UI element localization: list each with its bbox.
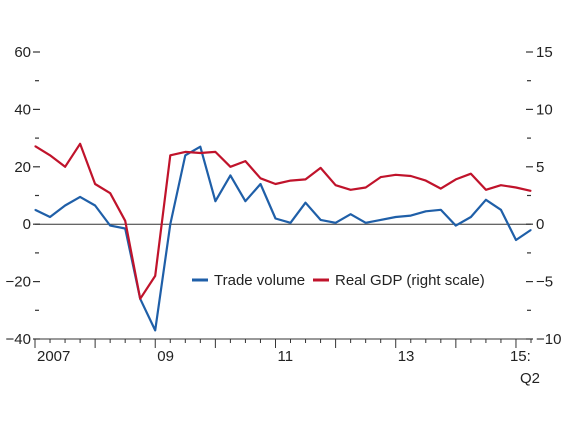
- data-point-trade-volume: [335, 222, 337, 224]
- data-point-real-gdp-right-scale: [515, 186, 517, 189]
- left-tick-label: 0: [23, 216, 31, 233]
- data-point-real-gdp-right-scale: [350, 189, 352, 191]
- data-point-trade-volume: [154, 329, 156, 331]
- data-point-real-gdp-right-scale: [154, 275, 156, 277]
- data-point-trade-volume: [199, 146, 201, 148]
- data-point-trade-volume: [34, 209, 36, 211]
- data-point-trade-volume: [440, 209, 442, 211]
- data-point-real-gdp-right-scale: [380, 176, 382, 178]
- x-tick-label: 11: [277, 348, 293, 365]
- legend-label-trade-volume: Trade volume: [214, 272, 305, 289]
- right-tick-label: 15: [536, 44, 553, 61]
- right-axis: −10 −5 0 5 10 15: [526, 44, 561, 348]
- data-point-real-gdp-right-scale: [124, 220, 126, 222]
- right-tick-label: 0: [536, 216, 544, 233]
- x-tick-label: 15:: [510, 348, 531, 365]
- data-point-trade-volume: [500, 209, 502, 211]
- data-point-real-gdp-right-scale: [64, 166, 66, 168]
- legend: Trade volume Real GDP (right scale): [192, 272, 485, 289]
- data-point-real-gdp-right-scale: [94, 183, 96, 185]
- data-point-trade-volume: [350, 213, 352, 215]
- data-point-trade-volume: [455, 225, 457, 227]
- data-point-real-gdp-right-scale: [500, 184, 502, 186]
- left-tick-label: 40: [14, 101, 31, 118]
- data-point-trade-volume: [304, 202, 307, 204]
- data-point-trade-volume: [425, 210, 427, 212]
- data-point-trade-volume: [289, 222, 292, 224]
- data-point-real-gdp-right-scale: [139, 298, 141, 300]
- right-tick-label: 5: [536, 159, 544, 176]
- data-point-real-gdp-right-scale: [169, 154, 171, 156]
- x-axis: 2007 09 11 13 15: Q2: [34, 339, 540, 387]
- data-point-trade-volume: [229, 174, 231, 176]
- data-point-real-gdp-right-scale: [440, 188, 442, 190]
- right-tick-label: −5: [536, 274, 553, 291]
- data-point-real-gdp-right-scale: [79, 143, 81, 145]
- data-point-trade-volume: [49, 216, 51, 218]
- data-point-real-gdp-right-scale: [244, 160, 246, 162]
- data-point-real-gdp-right-scale: [530, 190, 532, 192]
- data-point-trade-volume: [184, 154, 186, 156]
- data-point-trade-volume: [79, 196, 81, 198]
- data-point-trade-volume: [410, 215, 412, 217]
- data-point-real-gdp-right-scale: [109, 192, 111, 194]
- right-tick-label: −10: [536, 331, 561, 348]
- data-point-trade-volume: [365, 222, 367, 224]
- left-tick-label: 20: [14, 159, 31, 176]
- data-point-real-gdp-right-scale: [395, 174, 397, 176]
- data-point-real-gdp-right-scale: [335, 184, 337, 186]
- data-point-real-gdp-right-scale: [455, 178, 457, 180]
- x-tick-label: 09: [157, 348, 174, 365]
- data-point-real-gdp-right-scale: [410, 175, 412, 177]
- x-tick-label-secondary: Q2: [520, 370, 540, 387]
- data-point-trade-volume: [515, 239, 517, 241]
- data-point-trade-volume: [530, 229, 532, 231]
- data-point-trade-volume: [259, 183, 262, 185]
- data-point-real-gdp-right-scale: [289, 180, 292, 182]
- data-point-real-gdp-right-scale: [214, 151, 216, 153]
- left-axis: −40 −20 0 20 40 60: [6, 44, 40, 348]
- series-line-trade-volume: [34, 145, 532, 332]
- data-point-trade-volume: [244, 200, 246, 202]
- data-point-real-gdp-right-scale: [304, 178, 307, 180]
- data-point-real-gdp-right-scale: [320, 167, 322, 169]
- data-point-real-gdp-right-scale: [425, 180, 427, 182]
- right-tick-label: 10: [536, 101, 553, 118]
- left-tick-label: −40: [6, 331, 31, 348]
- data-point-trade-volume: [214, 200, 216, 202]
- data-point-trade-volume: [320, 219, 322, 221]
- x-tick-label: 13: [398, 348, 415, 365]
- data-point-trade-volume: [64, 204, 66, 207]
- data-point-real-gdp-right-scale: [274, 183, 277, 185]
- data-point-trade-volume: [94, 204, 96, 207]
- data-point-trade-volume: [274, 217, 277, 220]
- data-point-trade-volume: [470, 216, 472, 218]
- series-lines: [34, 142, 532, 332]
- data-point-trade-volume: [169, 223, 171, 225]
- series-line-real-gdp-right-scale: [34, 142, 532, 300]
- data-point-real-gdp-right-scale: [199, 152, 201, 154]
- legend-label-real-gdp-right-scale: Real GDP (right scale): [335, 272, 485, 289]
- data-point-real-gdp-right-scale: [184, 151, 186, 153]
- data-point-trade-volume: [380, 219, 382, 221]
- left-tick-label: −20: [6, 274, 31, 291]
- data-point-trade-volume: [395, 216, 397, 218]
- data-point-real-gdp-right-scale: [259, 177, 262, 179]
- data-point-real-gdp-right-scale: [49, 154, 51, 156]
- data-point-real-gdp-right-scale: [365, 186, 367, 189]
- data-point-real-gdp-right-scale: [34, 145, 36, 147]
- data-point-real-gdp-right-scale: [485, 189, 487, 191]
- x-tick-label: 2007: [37, 348, 70, 365]
- left-tick-label: 60: [14, 44, 31, 61]
- data-point-trade-volume: [485, 199, 487, 201]
- data-point-real-gdp-right-scale: [229, 166, 231, 168]
- data-point-trade-volume: [109, 225, 111, 227]
- data-point-trade-volume: [124, 227, 126, 230]
- data-point-real-gdp-right-scale: [470, 173, 472, 175]
